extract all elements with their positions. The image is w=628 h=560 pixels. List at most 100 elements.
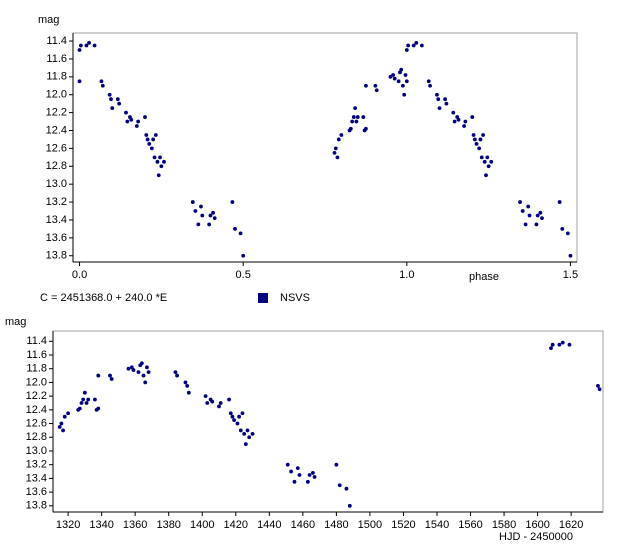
x-tick-label: 1480 [324, 519, 348, 531]
data-point [155, 159, 160, 164]
y-tick-label: 13.0 [26, 445, 47, 457]
data-point [131, 368, 136, 372]
data-point [527, 213, 532, 218]
data-point [474, 142, 479, 146]
data-point [99, 79, 104, 84]
data-point [437, 106, 442, 111]
x-tick-label: 1420 [224, 519, 248, 531]
data-point [232, 418, 236, 423]
data-point [428, 83, 432, 88]
y-tick-label: 12.8 [26, 431, 47, 443]
data-point [92, 43, 97, 48]
y-tick-label: 12.0 [46, 89, 67, 101]
data-point [311, 471, 315, 475]
data-point [549, 346, 553, 351]
y-tick-label: 11.6 [46, 53, 67, 65]
data-point [207, 222, 212, 227]
y-tick-label: 11.8 [46, 71, 67, 83]
data-point [518, 200, 522, 204]
data-point [364, 126, 368, 131]
y-tick-label: 12.0 [26, 376, 47, 388]
data-point [597, 387, 602, 392]
data-point [210, 399, 215, 404]
data-point [173, 370, 178, 375]
data-point [185, 383, 190, 388]
data-point [136, 119, 141, 124]
data-point [404, 48, 409, 52]
y-tick-label: 12.4 [26, 404, 47, 416]
data-point [162, 159, 166, 164]
data-point [486, 164, 491, 169]
y-tick-label: 12.6 [26, 417, 47, 429]
data-point [404, 79, 409, 84]
data-point [557, 342, 562, 347]
data-point [534, 222, 539, 227]
data-point [336, 137, 341, 142]
data-point [414, 40, 419, 45]
data-point [535, 213, 540, 218]
data-point [144, 133, 149, 137]
y-tick-label: 12.6 [46, 142, 67, 154]
data-point [396, 79, 401, 84]
y-tick-label: 13.2 [26, 459, 47, 471]
y-tick-label: 13.4 [46, 214, 67, 226]
data-point [78, 43, 83, 48]
data-point [109, 377, 114, 381]
data-point [471, 133, 476, 137]
y-tick-label: 13.0 [46, 178, 67, 190]
x-tick-label: 1440 [257, 519, 281, 531]
data-point [596, 383, 600, 388]
data-point [478, 137, 483, 142]
data-point [100, 83, 105, 88]
plot-frame [72, 32, 578, 263]
data-point [392, 76, 397, 81]
data-point [84, 401, 89, 405]
data-point [351, 115, 356, 119]
data-point [411, 43, 416, 48]
data-point [568, 253, 573, 258]
data-point [77, 79, 82, 84]
y-tick-label: 13.4 [26, 472, 47, 484]
data-point [462, 124, 466, 128]
x-tick-label: 1340 [89, 519, 113, 531]
data-point [237, 414, 242, 419]
data-point [419, 43, 424, 48]
data-point [292, 479, 297, 484]
data-point [230, 200, 235, 204]
y-tick-label: 11.4 [46, 35, 67, 47]
data-point [145, 365, 149, 370]
x-tick-label: 1.5 [563, 269, 578, 281]
data-point [228, 411, 233, 416]
data-point [82, 390, 87, 395]
data-point [391, 73, 395, 77]
data-point [61, 428, 65, 433]
data-point [481, 133, 485, 137]
data-point [203, 394, 208, 399]
data-point [147, 142, 152, 146]
data-point [520, 209, 525, 213]
data-point [186, 390, 191, 395]
data-point [334, 462, 339, 467]
x-tick-label: 1.0 [399, 269, 414, 281]
data-point [485, 155, 490, 160]
data-point [238, 428, 243, 433]
data-point [354, 119, 359, 124]
data-point [115, 97, 120, 102]
data-point [143, 380, 148, 385]
data-point [567, 342, 572, 347]
data-point [523, 222, 528, 227]
data-point [152, 155, 157, 160]
data-point [141, 373, 146, 378]
data-point [526, 204, 531, 209]
data-point [125, 119, 130, 124]
data-point [217, 404, 221, 409]
data-point [307, 473, 312, 477]
data-point [403, 73, 408, 77]
data-point [129, 365, 134, 370]
data-point [93, 397, 97, 402]
data-point [208, 213, 213, 218]
data-point [456, 117, 461, 122]
data-point [145, 137, 150, 142]
x-tick-label: 1540 [425, 519, 449, 531]
x-tick-label: 1620 [559, 519, 583, 531]
